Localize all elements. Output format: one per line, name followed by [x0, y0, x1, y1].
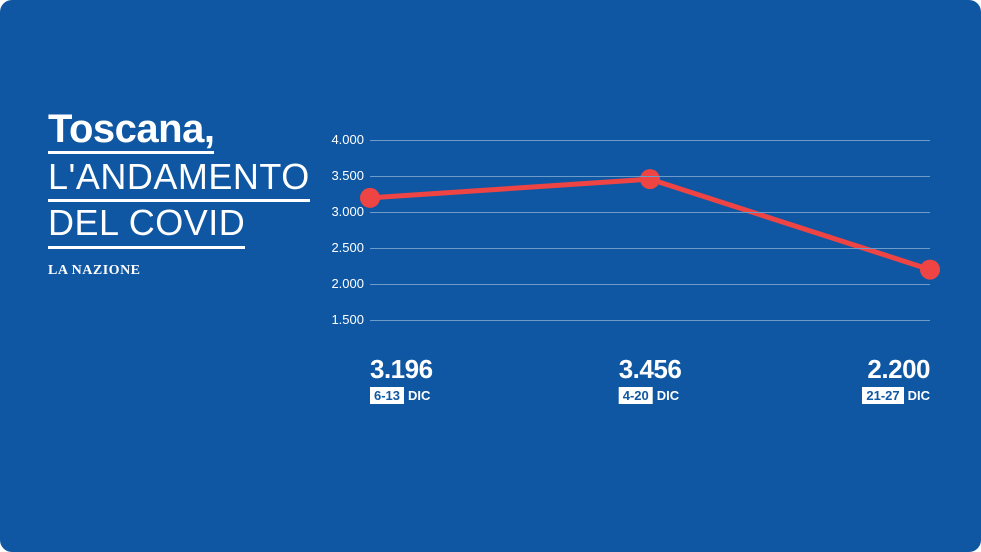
chart-x-date-range: 6-13 — [370, 387, 404, 404]
chart-gridline — [370, 248, 930, 249]
chart-x-value: 3.456 — [619, 354, 682, 385]
chart-x-date-month: DIC — [408, 388, 430, 403]
chart-x-label: 2.200 21-27 DIC — [862, 354, 930, 405]
chart-gridline — [370, 140, 930, 141]
chart-plot-area: 1.5002.0002.5003.0003.5004.000 — [370, 140, 930, 320]
source-label: LA NAZIONE — [48, 263, 310, 279]
chart-x-value: 2.200 — [862, 354, 930, 385]
chart-series-line — [370, 179, 930, 269]
chart-x-date-range: 4-20 — [619, 387, 653, 404]
chart-gridline — [370, 176, 930, 177]
infographic-canvas: Toscana, L'ANDAMENTO DEL COVID LA NAZION… — [0, 0, 981, 552]
chart-ytick-label: 2.500 — [320, 240, 364, 255]
chart: 1.5002.0002.5003.0003.5004.000 3.196 6-13… — [370, 140, 930, 414]
chart-x-date-range: 21-27 — [862, 387, 903, 404]
title-line3: DEL COVID — [48, 202, 245, 248]
chart-x-date: 4-20 DIC — [619, 387, 679, 404]
chart-x-date-month: DIC — [657, 388, 679, 403]
chart-x-date: 21-27 DIC — [862, 387, 930, 404]
chart-ytick-label: 1.500 — [320, 312, 364, 327]
title-line2: L'ANDAMENTO — [48, 156, 310, 202]
chart-x-date-month: DIC — [908, 388, 930, 403]
chart-x-label: 3.196 6-13 DIC — [370, 354, 433, 405]
chart-gridline — [370, 212, 930, 213]
chart-ytick-label: 3.000 — [320, 204, 364, 219]
chart-gridline — [370, 284, 930, 285]
chart-series-marker — [920, 260, 940, 280]
title-line1: Toscana, — [48, 108, 214, 154]
chart-ytick-label: 4.000 — [320, 132, 364, 147]
chart-gridline — [370, 320, 930, 321]
chart-x-label: 3.456 4-20 DIC — [619, 354, 682, 405]
chart-line-svg — [370, 140, 930, 320]
chart-ytick-label: 2.000 — [320, 276, 364, 291]
chart-x-date: 6-13 DIC — [370, 387, 430, 404]
chart-x-axis: 3.196 6-13 DIC 3.456 4-20 DIC 2.200 21-27 DIC — [370, 354, 930, 414]
chart-series-marker — [640, 169, 660, 189]
chart-ytick-label: 3.500 — [320, 168, 364, 183]
title-block: Toscana, L'ANDAMENTO DEL COVID LA NAZION… — [48, 108, 310, 279]
chart-x-value: 3.196 — [370, 354, 433, 385]
